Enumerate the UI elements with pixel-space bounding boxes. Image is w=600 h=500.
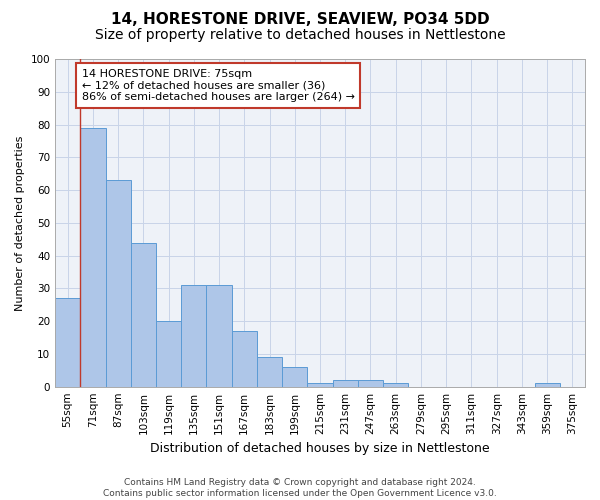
Bar	[55, 298, 80, 386]
Bar	[232, 331, 257, 386]
Bar	[535, 384, 560, 386]
Bar	[282, 367, 307, 386]
Bar	[131, 242, 156, 386]
X-axis label: Distribution of detached houses by size in Nettlestone: Distribution of detached houses by size …	[150, 442, 490, 455]
Bar	[156, 321, 181, 386]
Text: Contains HM Land Registry data © Crown copyright and database right 2024.
Contai: Contains HM Land Registry data © Crown c…	[103, 478, 497, 498]
Bar	[307, 384, 332, 386]
Bar	[181, 285, 206, 386]
Bar	[80, 128, 106, 386]
Y-axis label: Number of detached properties: Number of detached properties	[15, 135, 25, 310]
Text: 14, HORESTONE DRIVE, SEAVIEW, PO34 5DD: 14, HORESTONE DRIVE, SEAVIEW, PO34 5DD	[110, 12, 490, 28]
Bar	[206, 285, 232, 386]
Text: 14 HORESTONE DRIVE: 75sqm
← 12% of detached houses are smaller (36)
86% of semi-: 14 HORESTONE DRIVE: 75sqm ← 12% of detac…	[82, 69, 355, 102]
Text: Size of property relative to detached houses in Nettlestone: Size of property relative to detached ho…	[95, 28, 505, 42]
Bar	[358, 380, 383, 386]
Bar	[332, 380, 358, 386]
Bar	[383, 384, 409, 386]
Bar	[257, 357, 282, 386]
Bar	[106, 180, 131, 386]
